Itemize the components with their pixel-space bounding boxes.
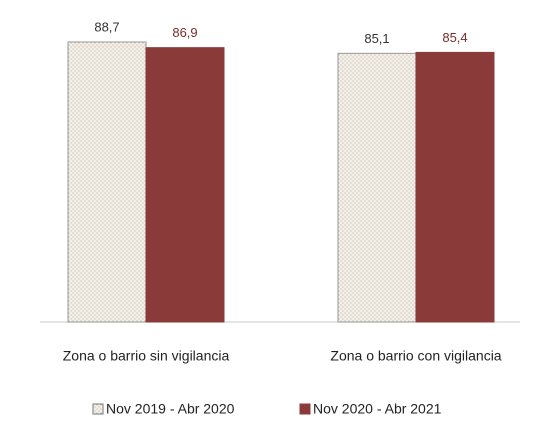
legend-label: Nov 2019 - Abr 2020 <box>106 401 235 417</box>
x-tick-label: Zona o barrio sin vigilancia <box>63 348 230 364</box>
bar <box>145 47 225 323</box>
bar <box>337 52 417 323</box>
x-tick-label: Zona o barrio con vigilancia <box>330 348 501 364</box>
bar <box>67 41 147 323</box>
value-label: 88,7 <box>94 19 119 34</box>
legend-swatch <box>92 403 104 415</box>
value-label: 85,1 <box>364 31 389 46</box>
legend-label: Nov 2020 - Abr 2021 <box>313 401 442 417</box>
legend-swatch <box>299 403 311 415</box>
bar <box>415 51 495 323</box>
value-label: 85,4 <box>442 30 467 45</box>
value-label: 86,9 <box>172 25 197 40</box>
